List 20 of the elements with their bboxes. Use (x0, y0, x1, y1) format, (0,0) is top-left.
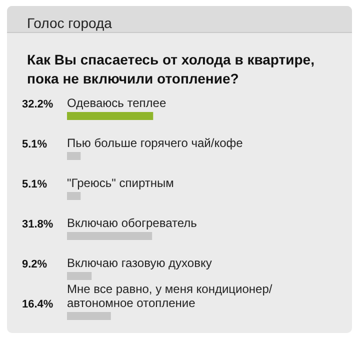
data-label: 32.2% (22, 98, 54, 110)
y-tick-label: Включаю обогреватель (67, 216, 197, 230)
bar (67, 152, 81, 160)
data-label: 9.2% (22, 258, 48, 270)
data-label: 5.1% (22, 178, 48, 190)
y-tick-label: Одеваюсь теплее (67, 96, 166, 110)
chart-subtitle: Как Вы спасаетесь от холода в квартире, пока не включили отопление? (27, 52, 314, 86)
bar (67, 312, 111, 320)
bar (67, 232, 152, 240)
bar (67, 272, 92, 280)
y-tick-label: "Греюсь" спиртным (67, 176, 174, 190)
bar (67, 192, 81, 200)
y-tick-label: Пью больше горячего чай/кофе (67, 136, 244, 150)
y-tick-label: Мне все равно, у меня кондиционер/ автономное отопление (67, 282, 273, 310)
bar (67, 112, 154, 120)
data-label: 31.8% (22, 218, 54, 230)
data-label: 5.1% (22, 138, 48, 150)
chart-title: Голос города (27, 15, 112, 31)
y-tick-label: Включаю газовую духовку (67, 256, 212, 270)
data-label: 16.4% (22, 298, 54, 310)
